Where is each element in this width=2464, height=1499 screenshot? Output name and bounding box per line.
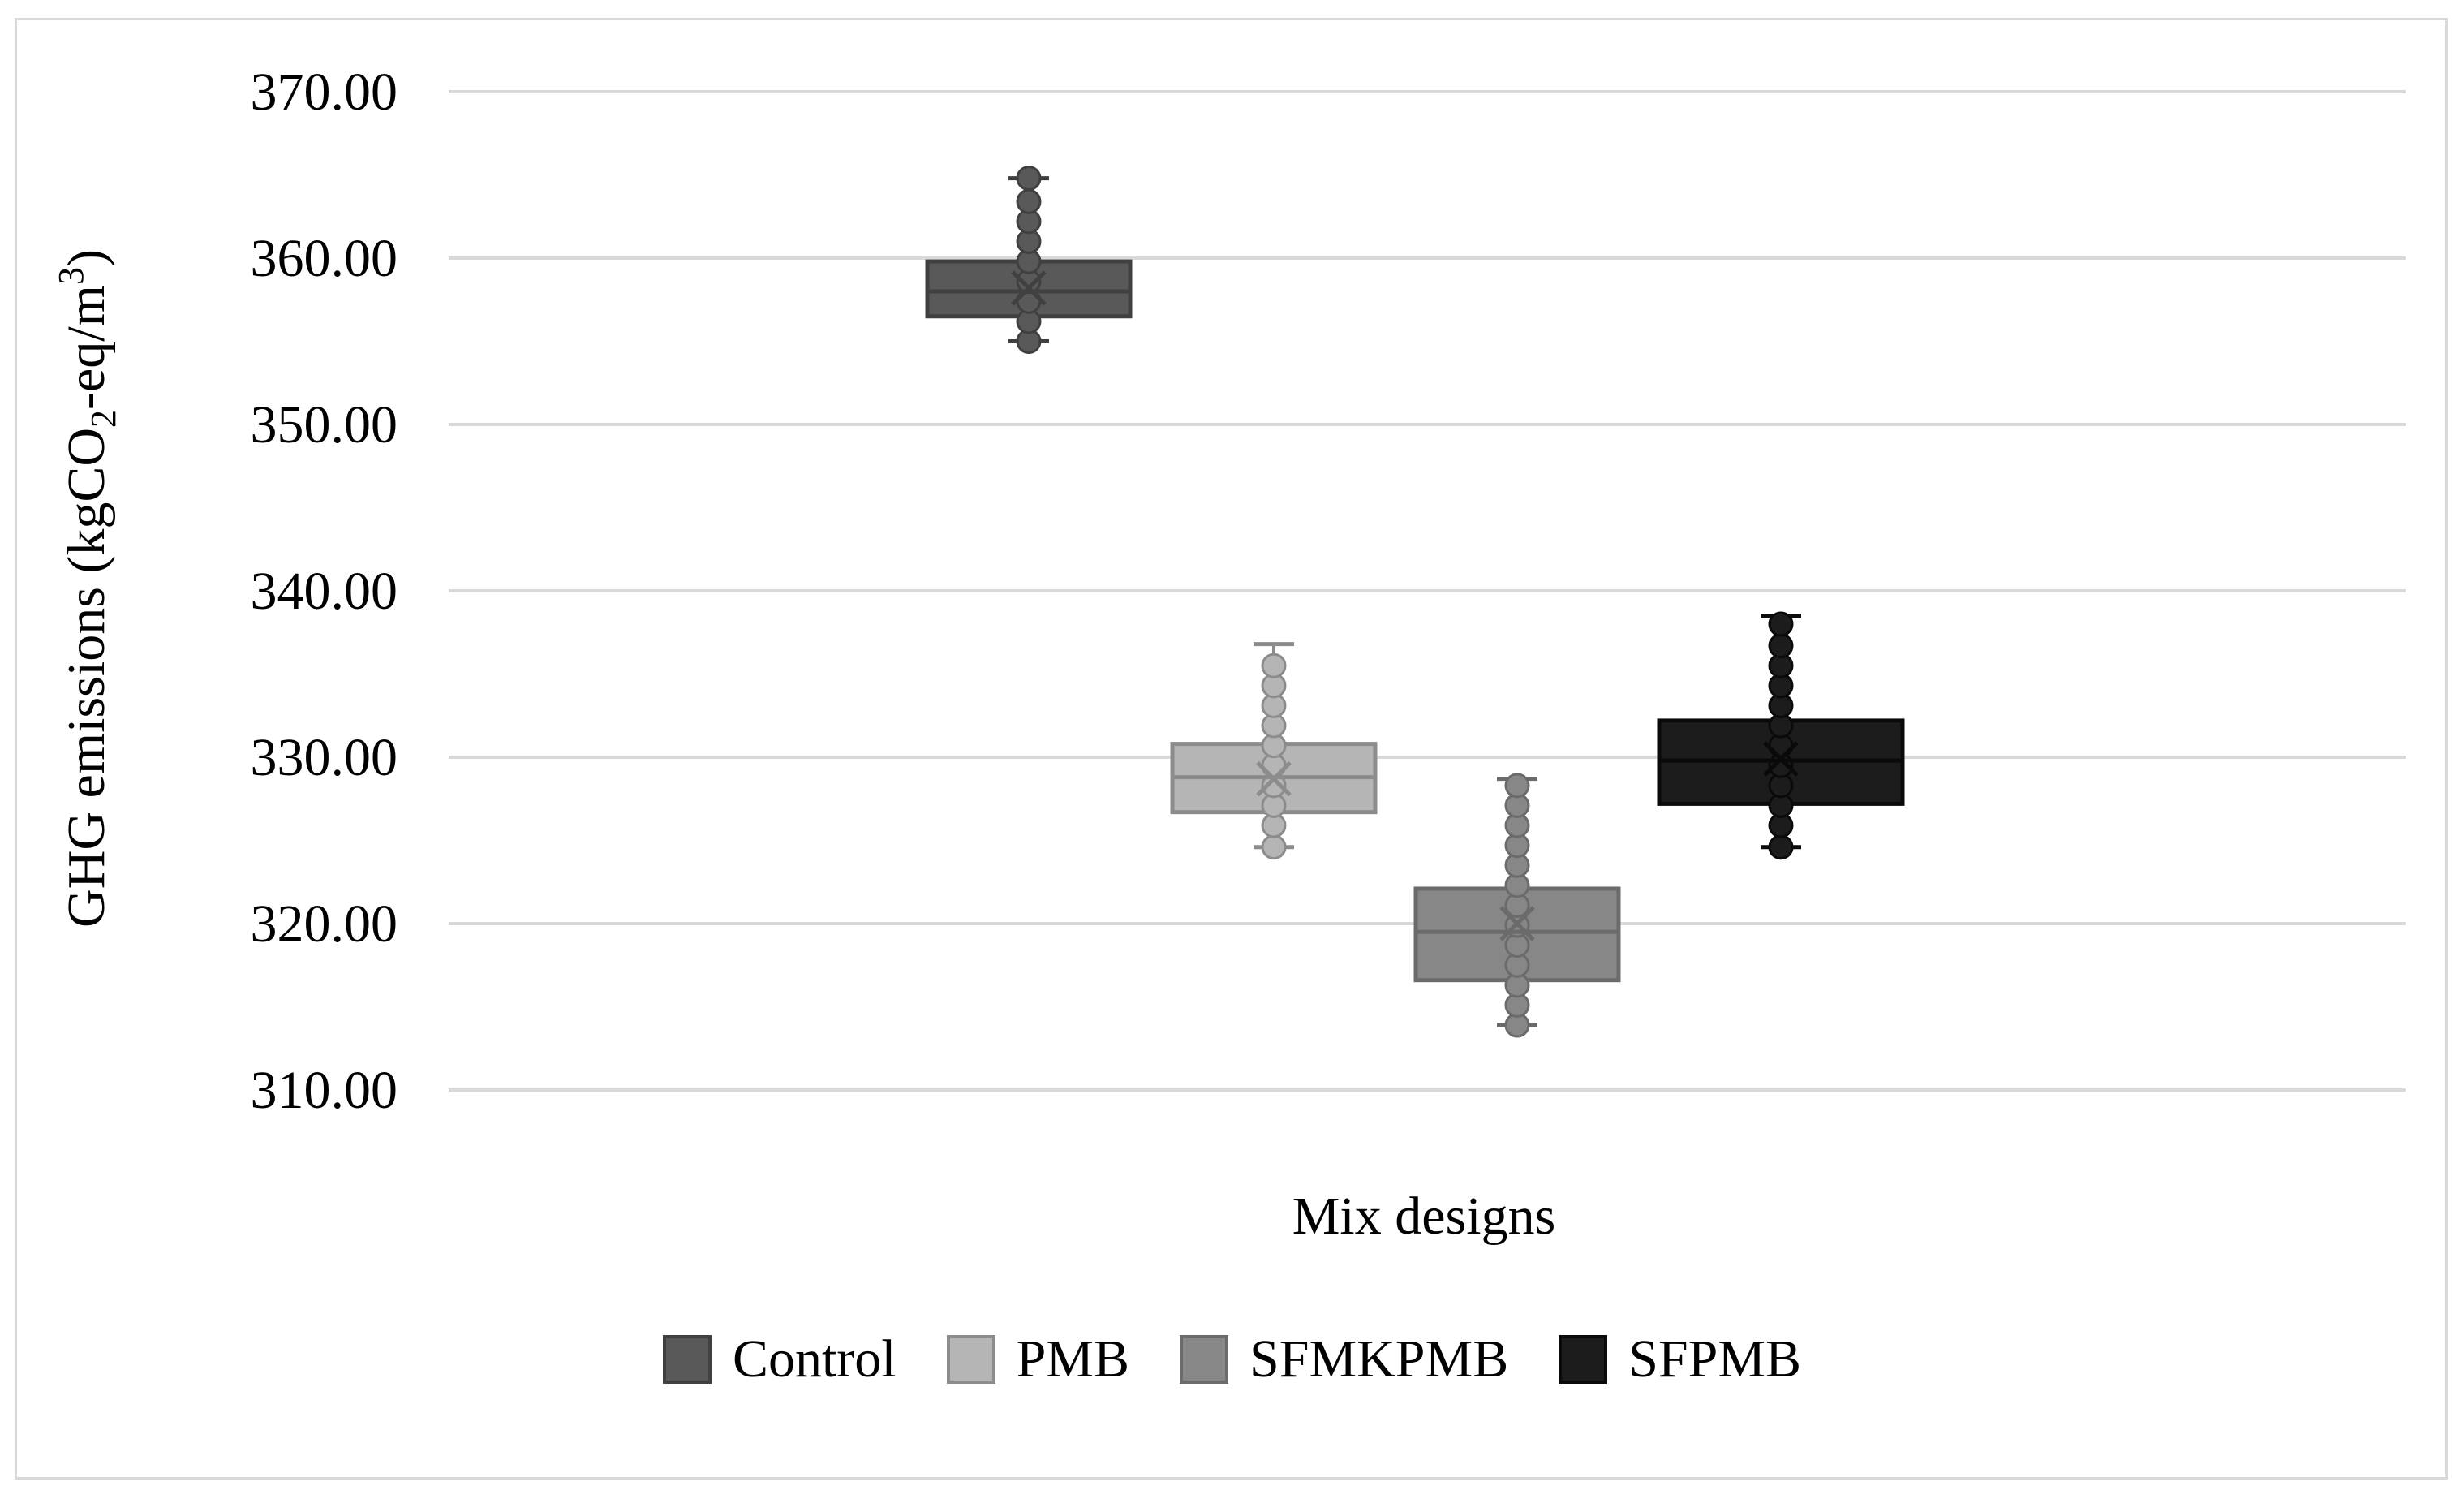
y-tick-labels: 310.00 320.00 330.00 340.00 350.00 360.00 370.… bbox=[251, 62, 398, 1120]
y-axis-title-end: ) bbox=[57, 249, 116, 267]
data-point bbox=[1504, 773, 1530, 799]
data-point bbox=[1768, 611, 1794, 637]
mean-marker-stroke bbox=[1256, 760, 1292, 797]
data-point bbox=[1768, 633, 1794, 659]
data-point bbox=[1768, 834, 1794, 860]
legend-item-sfpmb: SFPMB bbox=[1559, 1329, 1801, 1390]
legend-label: SFMKPMB bbox=[1249, 1329, 1509, 1389]
mean-marker bbox=[1256, 760, 1292, 797]
mean-marker-stroke bbox=[1011, 270, 1047, 306]
legend-item-pmb: PMB bbox=[946, 1329, 1130, 1390]
y-tick-label: 330.00 bbox=[251, 728, 398, 787]
legend-label: PMB bbox=[1016, 1329, 1130, 1389]
y-axis-title-main: GHG emissions (kgCO bbox=[57, 428, 116, 928]
box-pmb bbox=[1170, 642, 1378, 860]
y-tick-label: 310.00 bbox=[251, 1061, 398, 1120]
data-point bbox=[1016, 166, 1042, 192]
y-tick-label: 360.00 bbox=[251, 229, 398, 288]
mean-marker-stroke bbox=[1499, 906, 1535, 941]
y-tick-label: 350.00 bbox=[251, 395, 398, 454]
x-axis-title: Mix designs bbox=[1292, 1187, 1556, 1246]
mean-marker bbox=[1763, 741, 1799, 777]
legend-label: Control bbox=[732, 1329, 897, 1389]
box-control bbox=[925, 166, 1133, 354]
data-point bbox=[1261, 653, 1287, 678]
gridlines bbox=[449, 90, 2406, 1092]
legend-swatch bbox=[662, 1335, 712, 1384]
legend-swatch bbox=[946, 1335, 995, 1384]
y-tick-label: 340.00 bbox=[251, 562, 398, 621]
legend-swatch bbox=[1559, 1335, 1608, 1384]
y-tick-label: 370.00 bbox=[251, 62, 398, 122]
y-axis-title-sup: 3 bbox=[51, 267, 91, 285]
box-sfpmb bbox=[1657, 611, 1905, 860]
legend-label: SFPMB bbox=[1628, 1329, 1802, 1389]
y-axis-title-tail: -eq/m bbox=[57, 285, 116, 410]
mean-marker bbox=[1011, 270, 1047, 306]
box-sfmkpmb bbox=[1413, 773, 1621, 1038]
mean-marker bbox=[1499, 906, 1535, 941]
legend-item-sfmkpmb: SFMKPMB bbox=[1180, 1329, 1508, 1390]
legend-swatch bbox=[1180, 1335, 1229, 1384]
box-series bbox=[925, 166, 1905, 1038]
mean-marker-stroke bbox=[1763, 741, 1799, 777]
data-point bbox=[1261, 834, 1287, 860]
legend-item-control: Control bbox=[662, 1329, 897, 1390]
y-axis-title-sub: 2 bbox=[84, 410, 123, 428]
legend: Control PMB SFMKPMB SFPMB bbox=[0, 1323, 2464, 1396]
y-axis-title: GHG emissions (kgCO2-eq/m3) bbox=[51, 249, 123, 928]
data-point bbox=[1016, 188, 1042, 214]
y-tick-label: 320.00 bbox=[251, 894, 398, 954]
